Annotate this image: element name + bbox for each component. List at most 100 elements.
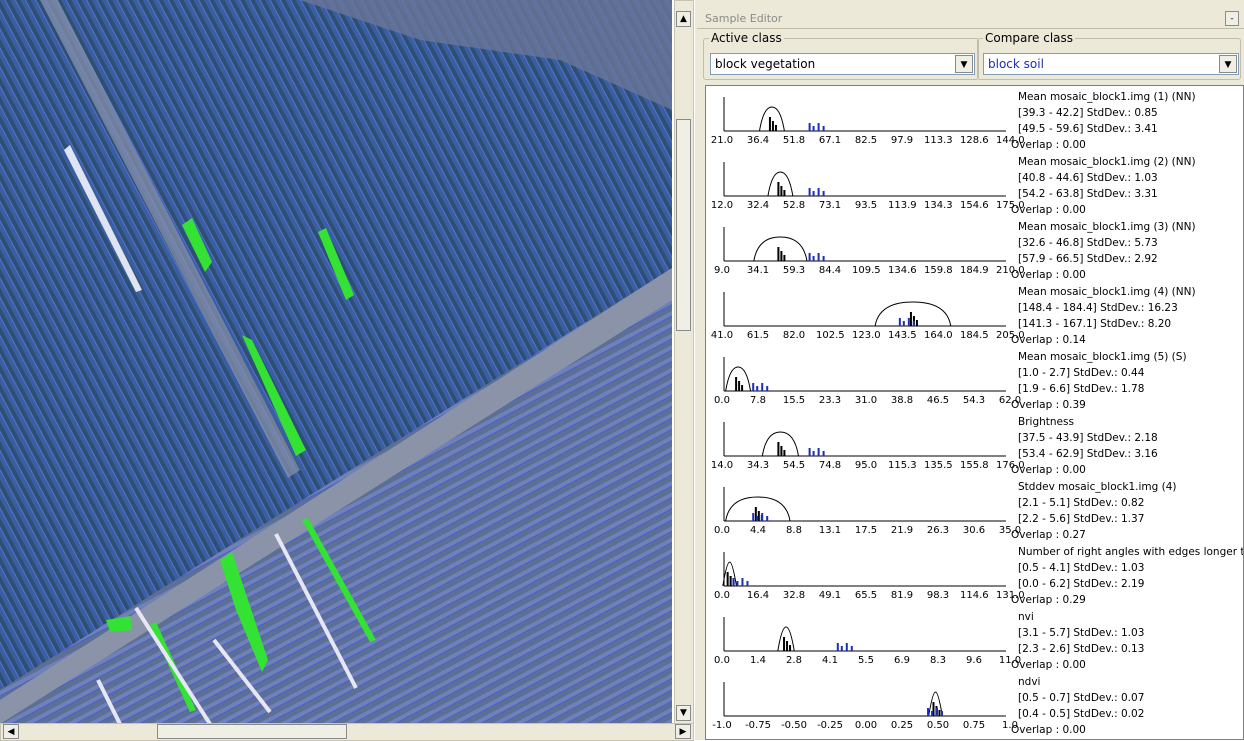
feature-overlap: Overlap : 0.00 bbox=[1011, 464, 1086, 476]
dropdown-button[interactable]: ▼ bbox=[955, 55, 973, 73]
compare-sample-bar bbox=[936, 708, 938, 716]
horizontal-scrollbar[interactable]: ◀ ▶ bbox=[0, 723, 694, 741]
compare-sample-bar bbox=[741, 578, 743, 586]
scroll-thumb[interactable] bbox=[157, 724, 347, 739]
active-sample-bar bbox=[916, 320, 918, 326]
tick-label: 109.5 bbox=[852, 265, 880, 276]
tick-label: 38.8 bbox=[888, 395, 916, 406]
compare-class-dropdown[interactable]: block soil ▼ bbox=[983, 53, 1239, 75]
compare-sample-bar bbox=[813, 451, 815, 456]
feature-range2: [2.2 - 5.6] StdDev.: 1.37 bbox=[1018, 513, 1144, 525]
scroll-thumb[interactable] bbox=[676, 119, 691, 331]
active-sample-bar bbox=[939, 710, 941, 716]
tick-label: -1.0 bbox=[708, 720, 736, 731]
feature-range2: [54.2 - 63.8] StdDev.: 3.31 bbox=[1018, 188, 1158, 200]
feature-range1: [0.5 - 4.1] StdDev.: 1.03 bbox=[1018, 562, 1144, 574]
compare-sample-bar bbox=[756, 386, 758, 391]
compare-sample-bar bbox=[841, 646, 843, 651]
feature-range1: [3.1 - 5.7] StdDev.: 1.03 bbox=[1018, 627, 1144, 639]
feature-name: Mean mosaic_block1.img (4) (NN) bbox=[1018, 286, 1196, 298]
compare-sample-bar bbox=[809, 448, 811, 456]
scroll-up-button[interactable]: ▲ bbox=[676, 11, 691, 27]
dropdown-button[interactable]: ▼ bbox=[1219, 55, 1237, 73]
compare-sample-bar bbox=[813, 126, 815, 131]
vertical-scrollbar[interactable]: ▲ ▼ bbox=[674, 0, 694, 724]
tick-label: 14.0 bbox=[708, 460, 736, 471]
tick-label: 46.5 bbox=[924, 395, 952, 406]
active-sample-bar bbox=[777, 247, 779, 261]
tick-label: 26.3 bbox=[924, 525, 952, 536]
image-view[interactable] bbox=[0, 0, 672, 724]
active-sample-bar bbox=[910, 312, 912, 326]
tick-label: 1.4 bbox=[744, 655, 772, 666]
tick-label: 6.9 bbox=[888, 655, 916, 666]
tick-label: 34.1 bbox=[744, 265, 772, 276]
compare-sample-bar bbox=[823, 126, 825, 131]
tick-label: 51.8 bbox=[780, 135, 808, 146]
tick-label: -0.75 bbox=[744, 720, 772, 731]
active-sample-bar bbox=[789, 645, 791, 651]
feature-overlap: Overlap : 0.00 bbox=[1011, 269, 1086, 281]
tick-label: 84.4 bbox=[816, 265, 844, 276]
feature-range1: [32.6 - 46.8] StdDev.: 5.73 bbox=[1018, 237, 1158, 249]
compare-sample-bar bbox=[766, 386, 768, 391]
tick-label: 0.0 bbox=[708, 525, 736, 536]
feature-range2: [2.3 - 2.6] StdDev.: 0.13 bbox=[1018, 643, 1144, 655]
tick-label: 164.0 bbox=[924, 330, 952, 341]
feature-overlap: Overlap : 0.14 bbox=[1011, 334, 1086, 346]
active-sample-bar bbox=[783, 190, 785, 196]
compare-sample-bar bbox=[941, 711, 943, 716]
feature-overlap: Overlap : 0.27 bbox=[1011, 529, 1086, 541]
title-bar: Sample Editor - bbox=[697, 10, 1244, 29]
compare-sample-bar bbox=[766, 516, 768, 521]
feature-range2: [57.9 - 66.5] StdDev.: 2.92 bbox=[1018, 253, 1158, 265]
feature-overlap: Overlap : 0.00 bbox=[1011, 724, 1086, 736]
window-button[interactable]: - bbox=[1225, 11, 1239, 26]
tick-label: 23.3 bbox=[816, 395, 844, 406]
tick-label: 61.5 bbox=[744, 330, 772, 341]
compare-sample-bar bbox=[851, 646, 853, 651]
sample-editor-panel: Sample Editor - Active class block veget… bbox=[695, 0, 1244, 740]
tick-label: 115.3 bbox=[888, 460, 916, 471]
feature-overlap: Overlap : 0.00 bbox=[1011, 659, 1086, 671]
tick-label: 0.50 bbox=[924, 720, 952, 731]
scroll-down-button[interactable]: ▼ bbox=[676, 705, 691, 721]
tick-label: 102.5 bbox=[816, 330, 844, 341]
tick-label: 34.3 bbox=[744, 460, 772, 471]
scroll-right-button[interactable]: ▶ bbox=[675, 724, 691, 739]
tick-label: 13.1 bbox=[816, 525, 844, 536]
tick-label: 36.4 bbox=[744, 135, 772, 146]
feature-range1: [37.5 - 43.9] StdDev.: 2.18 bbox=[1018, 432, 1158, 444]
compare-sample-bar bbox=[809, 188, 811, 196]
scroll-left-button[interactable]: ◀ bbox=[3, 724, 19, 739]
tick-label: 9.6 bbox=[960, 655, 988, 666]
compare-sample-bar bbox=[736, 581, 738, 586]
feature-overlap: Overlap : 0.29 bbox=[1011, 594, 1086, 606]
active-sample-bar bbox=[741, 385, 743, 391]
active-class-dropdown[interactable]: block vegetation ▼ bbox=[710, 53, 975, 75]
tick-label: 0.00 bbox=[852, 720, 880, 731]
compare-sample-bar bbox=[818, 448, 820, 456]
tick-label: 54.3 bbox=[960, 395, 988, 406]
active-sample-bar bbox=[738, 381, 740, 391]
feature-name: Stddev mosaic_block1.img (4) bbox=[1018, 481, 1177, 493]
tick-label: 15.5 bbox=[780, 395, 808, 406]
compare-sample-bar bbox=[846, 643, 848, 651]
active-sample-bar bbox=[783, 637, 785, 651]
tick-label: 41.0 bbox=[708, 330, 736, 341]
feature-overlap: Overlap : 0.00 bbox=[1011, 139, 1086, 151]
tick-label: 52.8 bbox=[780, 200, 808, 211]
tick-label: 32.4 bbox=[744, 200, 772, 211]
compare-sample-bar bbox=[913, 321, 915, 326]
tick-label: 0.25 bbox=[888, 720, 916, 731]
active-sample-bar bbox=[783, 255, 785, 261]
compare-sample-bar bbox=[809, 253, 811, 261]
tick-label: 143.5 bbox=[888, 330, 916, 341]
tick-label: -0.25 bbox=[816, 720, 844, 731]
feature-range2: [53.4 - 62.9] StdDev.: 3.16 bbox=[1018, 448, 1158, 460]
tick-label: 2.8 bbox=[780, 655, 808, 666]
tick-label: 65.5 bbox=[852, 590, 880, 601]
feature-range2: [0.4 - 0.5] StdDev.: 0.02 bbox=[1018, 708, 1144, 720]
tick-label: 93.5 bbox=[852, 200, 880, 211]
feature-overlap: Overlap : 0.00 bbox=[1011, 204, 1086, 216]
